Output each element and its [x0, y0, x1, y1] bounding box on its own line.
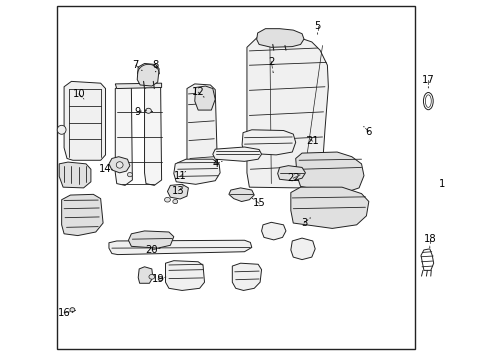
Polygon shape — [173, 159, 220, 184]
Polygon shape — [290, 187, 368, 228]
Polygon shape — [212, 147, 261, 161]
Polygon shape — [165, 261, 204, 291]
Text: 21: 21 — [306, 136, 319, 146]
Polygon shape — [167, 184, 188, 199]
Polygon shape — [115, 85, 132, 185]
Ellipse shape — [149, 274, 155, 279]
Text: 1: 1 — [438, 179, 444, 189]
Text: 11: 11 — [173, 171, 186, 181]
Polygon shape — [59, 162, 91, 188]
Bar — [57, 6, 414, 348]
Text: 13: 13 — [172, 186, 184, 196]
Text: 22: 22 — [286, 173, 299, 183]
Text: 20: 20 — [145, 245, 158, 255]
Polygon shape — [194, 86, 215, 110]
Polygon shape — [137, 63, 159, 86]
Polygon shape — [261, 222, 285, 240]
Polygon shape — [277, 166, 305, 181]
Ellipse shape — [70, 308, 75, 312]
Text: 4: 4 — [212, 159, 218, 169]
Polygon shape — [64, 81, 105, 160]
Text: 12: 12 — [191, 87, 204, 97]
Polygon shape — [61, 194, 103, 235]
Polygon shape — [228, 188, 254, 202]
Text: 15: 15 — [252, 198, 265, 208]
Polygon shape — [144, 85, 161, 185]
Text: 5: 5 — [314, 21, 320, 31]
Polygon shape — [232, 263, 261, 291]
Text: 10: 10 — [72, 89, 85, 99]
Polygon shape — [138, 267, 153, 283]
Ellipse shape — [145, 108, 151, 113]
Ellipse shape — [127, 172, 132, 177]
Polygon shape — [109, 157, 130, 173]
Text: 9: 9 — [134, 107, 140, 117]
Text: 19: 19 — [151, 274, 164, 284]
Text: 7: 7 — [132, 60, 139, 70]
Text: 8: 8 — [152, 60, 159, 70]
Text: 18: 18 — [423, 234, 435, 244]
Text: 3: 3 — [300, 218, 306, 228]
Polygon shape — [128, 231, 173, 248]
Text: 14: 14 — [99, 164, 112, 174]
Polygon shape — [109, 240, 251, 255]
Polygon shape — [115, 83, 161, 89]
Text: 17: 17 — [421, 75, 434, 85]
Polygon shape — [186, 84, 217, 181]
Text: 6: 6 — [365, 127, 371, 136]
Ellipse shape — [172, 199, 177, 204]
Ellipse shape — [158, 276, 163, 281]
Ellipse shape — [116, 162, 123, 168]
Polygon shape — [242, 130, 295, 155]
Ellipse shape — [57, 125, 66, 134]
Ellipse shape — [164, 197, 170, 202]
Text: 2: 2 — [267, 57, 274, 67]
Text: 16: 16 — [58, 308, 70, 318]
Polygon shape — [290, 238, 315, 260]
Polygon shape — [246, 36, 328, 188]
Polygon shape — [256, 29, 304, 47]
Polygon shape — [295, 152, 363, 194]
